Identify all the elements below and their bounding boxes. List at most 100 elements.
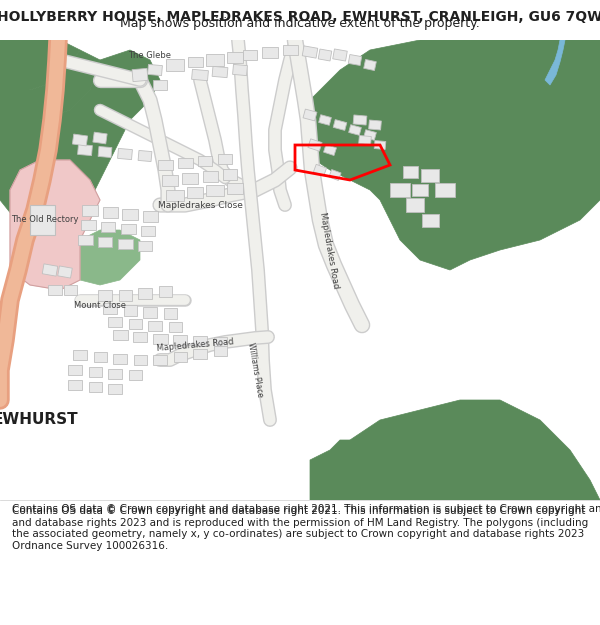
Bar — [233, 64, 247, 76]
Bar — [206, 184, 224, 196]
Bar — [89, 382, 101, 392]
Bar — [148, 321, 162, 331]
Text: The Old Rectory: The Old Rectory — [11, 216, 79, 224]
Bar — [48, 285, 62, 295]
Bar — [191, 69, 208, 81]
Bar — [101, 222, 115, 232]
Bar — [68, 365, 82, 375]
Bar — [82, 204, 98, 216]
Bar — [333, 49, 347, 61]
Polygon shape — [350, 400, 600, 500]
Polygon shape — [310, 40, 600, 270]
Bar — [333, 119, 347, 131]
Polygon shape — [80, 230, 140, 285]
Bar — [143, 211, 157, 221]
Bar — [68, 380, 82, 390]
Text: The Glebe: The Glebe — [128, 51, 172, 59]
Bar — [421, 169, 439, 181]
Bar — [103, 206, 118, 217]
Bar — [173, 335, 187, 345]
Polygon shape — [560, 40, 600, 110]
Bar — [122, 209, 138, 219]
Bar — [218, 154, 232, 164]
Bar — [124, 304, 137, 316]
Text: Williams Place: Williams Place — [246, 342, 264, 398]
Bar — [374, 141, 386, 149]
Bar — [323, 144, 337, 156]
Bar — [162, 174, 178, 186]
Bar — [329, 169, 341, 181]
Bar — [58, 266, 72, 278]
Bar — [80, 220, 95, 230]
Bar — [64, 285, 77, 295]
Bar — [364, 130, 376, 140]
Bar — [118, 148, 133, 159]
Bar — [141, 226, 155, 236]
Bar — [368, 120, 382, 130]
Text: Contains OS data © Crown copyright and database right 2021. This information is : Contains OS data © Crown copyright and d… — [12, 506, 588, 551]
Bar — [364, 59, 376, 71]
Bar — [203, 171, 218, 181]
Text: Mapledrakes Road: Mapledrakes Road — [156, 337, 234, 353]
Bar — [227, 182, 243, 194]
Bar — [390, 183, 410, 197]
Bar — [421, 214, 439, 226]
Bar — [108, 384, 122, 394]
Bar — [206, 54, 224, 66]
Bar — [166, 59, 184, 71]
Bar — [435, 183, 455, 197]
Bar — [187, 186, 203, 198]
Bar — [353, 115, 367, 125]
Bar — [193, 336, 207, 346]
Bar — [121, 224, 136, 234]
Bar — [133, 332, 147, 342]
Text: Mapledrakes Road: Mapledrakes Road — [318, 211, 340, 289]
Bar — [132, 68, 148, 82]
Bar — [153, 80, 167, 90]
Bar — [73, 134, 88, 146]
Bar — [152, 334, 167, 344]
Bar — [319, 115, 331, 125]
Bar — [128, 319, 142, 329]
Polygon shape — [545, 40, 565, 85]
Bar — [173, 352, 187, 362]
Bar — [138, 288, 152, 299]
Bar — [77, 235, 92, 245]
Bar — [153, 355, 167, 365]
Bar — [73, 350, 87, 360]
Bar — [187, 57, 203, 67]
Bar — [318, 49, 332, 61]
Bar — [349, 54, 362, 66]
Bar — [313, 164, 326, 176]
Bar — [303, 109, 317, 121]
Bar — [148, 64, 163, 76]
Bar — [98, 289, 112, 301]
Bar — [193, 349, 207, 359]
Polygon shape — [0, 50, 100, 120]
Text: HOLLYBERRY HOUSE, MAPLEDRAKES ROAD, EWHURST, CRANLEIGH, GU6 7QW: HOLLYBERRY HOUSE, MAPLEDRAKES ROAD, EWHU… — [0, 10, 600, 24]
Bar — [113, 354, 127, 364]
Bar — [308, 139, 322, 151]
Bar — [359, 136, 371, 144]
Bar — [138, 241, 152, 251]
Text: Contains OS data © Crown copyright and database right 2021. This information is : Contains OS data © Crown copyright and d… — [12, 504, 600, 514]
Bar — [214, 337, 227, 347]
Polygon shape — [310, 440, 350, 500]
Polygon shape — [30, 205, 55, 235]
Bar — [89, 367, 101, 377]
Bar — [118, 239, 133, 249]
Bar — [169, 322, 182, 332]
Bar — [143, 306, 157, 318]
Polygon shape — [10, 160, 100, 290]
Bar — [212, 66, 228, 78]
Bar — [77, 144, 92, 156]
Polygon shape — [0, 40, 80, 90]
Text: Map shows position and indicative extent of the property.: Map shows position and indicative extent… — [120, 17, 480, 30]
Polygon shape — [0, 50, 160, 230]
Bar — [138, 151, 152, 161]
Text: Mapledrakes Close: Mapledrakes Close — [158, 201, 242, 209]
Bar — [94, 352, 107, 362]
Bar — [108, 369, 122, 379]
Text: Mount Close: Mount Close — [74, 301, 126, 309]
Bar — [157, 160, 173, 170]
